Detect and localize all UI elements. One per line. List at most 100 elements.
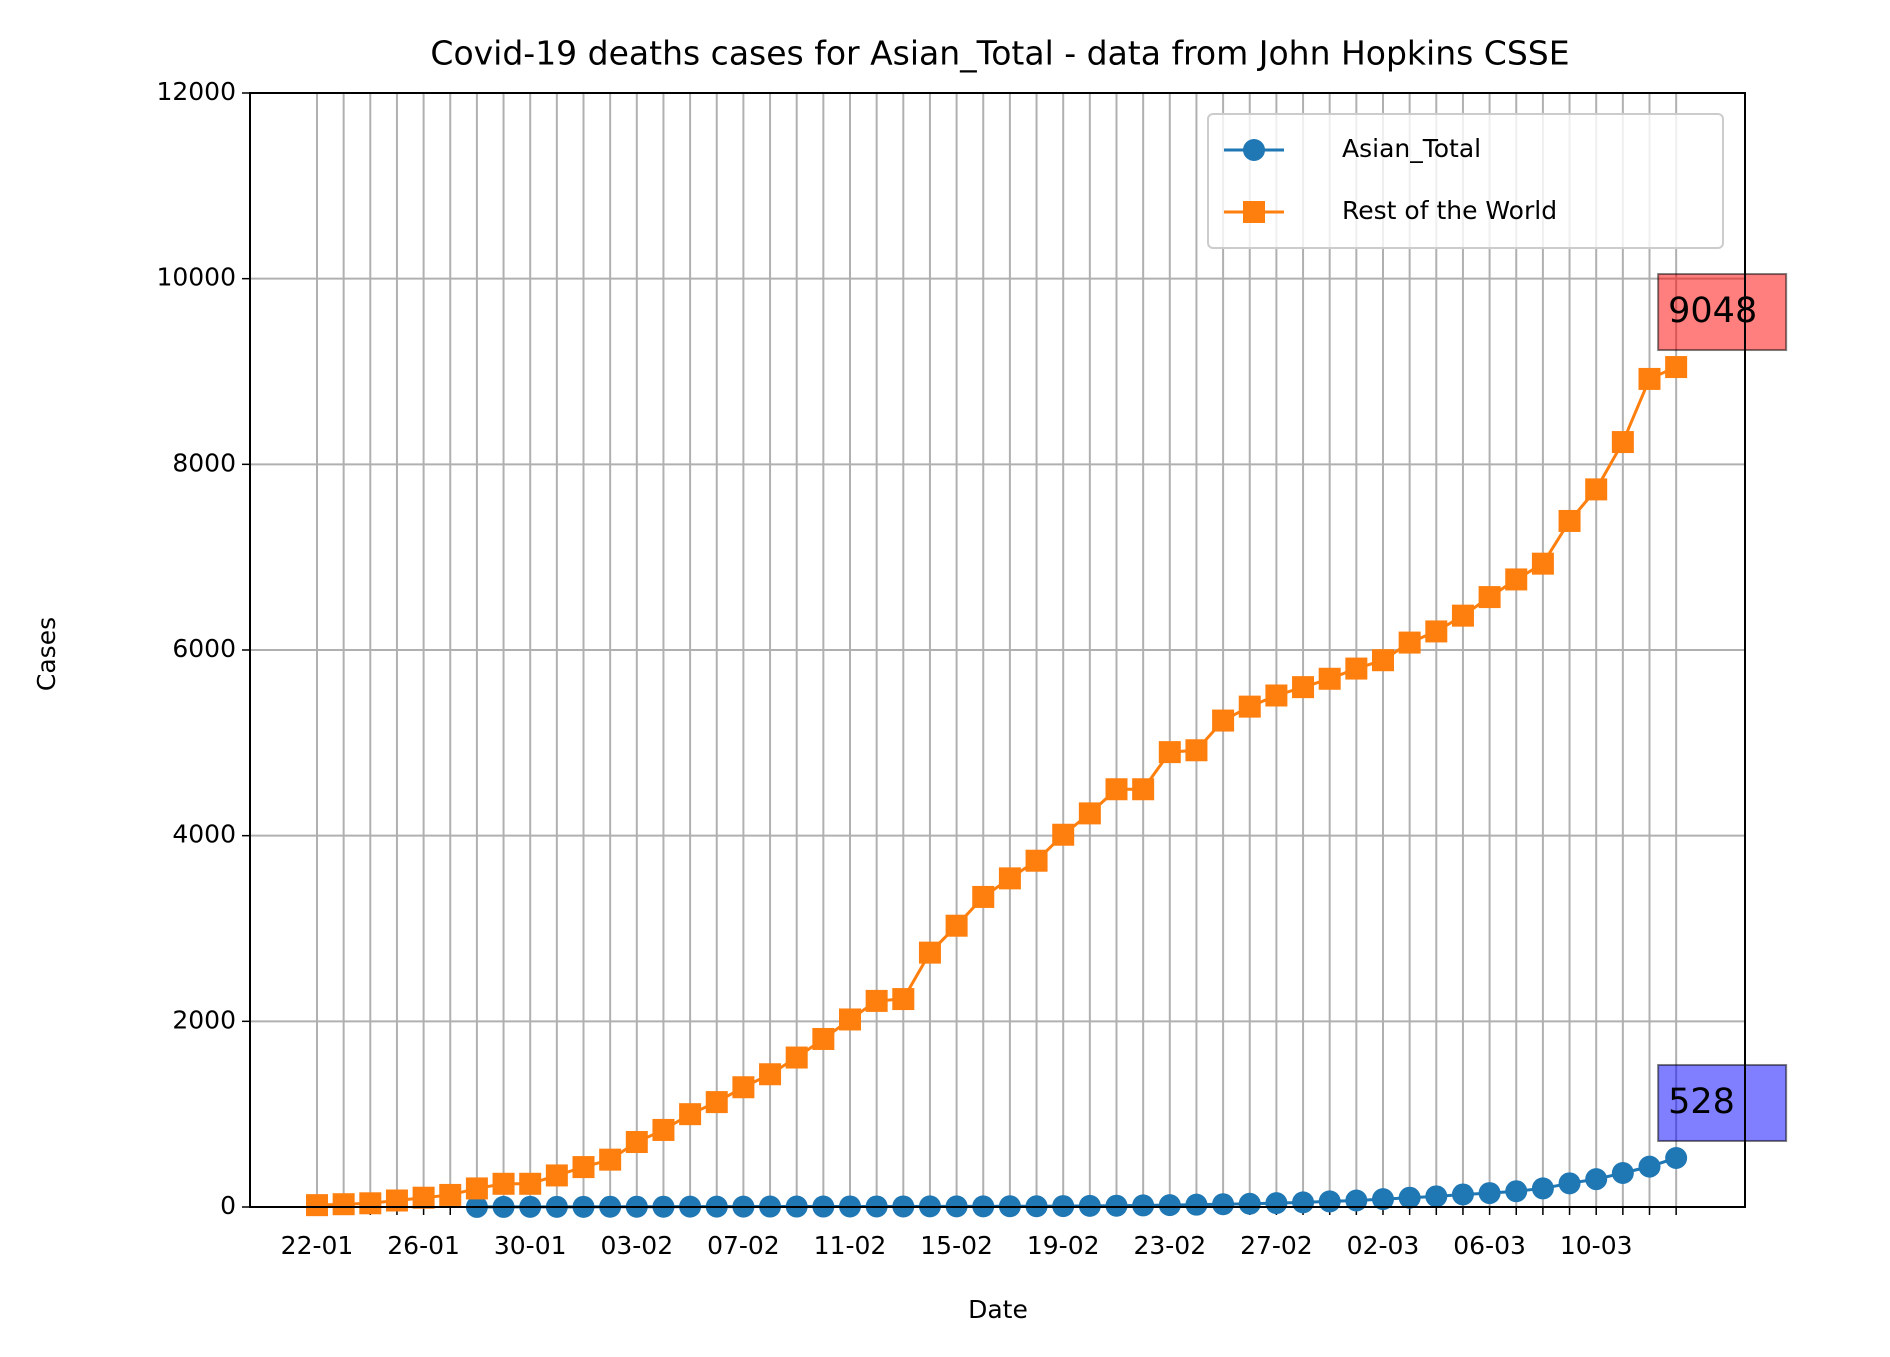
- data-point: [332, 1193, 355, 1216]
- data-point: [705, 1091, 728, 1114]
- data-point: [1158, 741, 1181, 764]
- data-point: [1531, 1177, 1554, 1200]
- data-point: [1531, 552, 1554, 575]
- data-point: [1451, 1183, 1474, 1206]
- data-point: [1505, 1180, 1528, 1203]
- series-line: [316, 365, 1677, 1207]
- data-point: [652, 1118, 675, 1141]
- legend-box: [1207, 113, 1724, 249]
- data-point: [359, 1192, 382, 1215]
- data-point: [812, 1027, 835, 1050]
- data-point: [412, 1186, 435, 1209]
- data-point: [1398, 631, 1421, 654]
- data-point: [1638, 1155, 1661, 1178]
- data-point: [1611, 1162, 1634, 1185]
- data-point: [1585, 1168, 1608, 1191]
- legend-marker: [1243, 201, 1265, 223]
- y-tick-label: 10000: [156, 263, 236, 292]
- data-point: [1398, 1186, 1421, 1209]
- data-point: [1292, 1191, 1315, 1214]
- data-point: [1238, 1192, 1261, 1215]
- x-tick-label: 30-01: [494, 1231, 567, 1260]
- x-tick-label: 22-01: [281, 1231, 354, 1260]
- x-tick-label: 07-02: [707, 1231, 780, 1260]
- x-tick-label: 06-03: [1453, 1231, 1526, 1260]
- annotation-box: [1657, 273, 1788, 352]
- data-point: [599, 1148, 622, 1171]
- data-point: [1345, 1189, 1368, 1212]
- data-point: [865, 989, 888, 1012]
- data-point: [1665, 1146, 1688, 1169]
- legend-label: Rest of the World: [1342, 196, 1557, 225]
- data-point: [892, 988, 915, 1011]
- data-point: [1185, 739, 1208, 762]
- y-tick-label: 6000: [172, 634, 236, 663]
- data-point: [1558, 509, 1581, 532]
- y-tick-label: 0: [220, 1191, 236, 1220]
- y-tick-label: 12000: [156, 77, 236, 106]
- x-tick-label: 10-03: [1560, 1231, 1633, 1260]
- data-point: [1318, 1190, 1341, 1213]
- data-point: [1078, 1194, 1101, 1217]
- data-point: [492, 1172, 515, 1195]
- data-point: [385, 1189, 408, 1212]
- plot-frame: [249, 92, 1746, 1208]
- data-point: [306, 1194, 328, 1217]
- data-point: [1212, 1193, 1235, 1216]
- data-point: [625, 1131, 648, 1154]
- data-point: [1105, 778, 1128, 801]
- data-point: [1025, 849, 1048, 872]
- data-point: [1078, 802, 1101, 825]
- legend-label: Asian_Total: [1342, 134, 1481, 163]
- data-point: [1265, 1192, 1288, 1215]
- data-point: [1318, 667, 1341, 690]
- data-point: [1158, 1194, 1181, 1217]
- legend-marker: [1243, 139, 1265, 161]
- x-tick-label: 11-02: [814, 1231, 887, 1260]
- x-tick-label: 23-02: [1133, 1231, 1206, 1260]
- data-point: [1105, 1194, 1128, 1217]
- data-point: [1611, 431, 1634, 454]
- annotation-box: [1657, 1063, 1788, 1142]
- data-point: [519, 1172, 542, 1195]
- data-point: [572, 1156, 595, 1179]
- data-point: [998, 867, 1021, 890]
- data-point: [732, 1076, 755, 1099]
- data-point: [1451, 604, 1474, 627]
- data-point: [945, 914, 968, 937]
- x-tick-label: 02-03: [1347, 1231, 1420, 1260]
- data-point: [465, 1177, 488, 1200]
- data-point: [1372, 649, 1394, 672]
- data-point: [1292, 676, 1315, 699]
- data-point: [679, 1103, 702, 1126]
- x-tick-label: 03-02: [600, 1231, 673, 1260]
- data-point: [1185, 1193, 1208, 1216]
- data-point: [972, 885, 995, 908]
- data-point: [1585, 478, 1608, 501]
- data-point: [1478, 1182, 1501, 1205]
- data-point: [1425, 1185, 1448, 1208]
- data-point: [1478, 586, 1501, 609]
- y-tick-label: 8000: [172, 448, 236, 477]
- data-point: [1372, 1188, 1394, 1211]
- data-point: [918, 941, 941, 964]
- data-point: [1052, 823, 1075, 846]
- data-point: [839, 1008, 861, 1031]
- data-point: [1505, 568, 1528, 591]
- x-tick-label: 26-01: [387, 1231, 460, 1260]
- annotation: 9048: [1668, 291, 1757, 331]
- y-tick-label: 2000: [172, 1005, 236, 1034]
- x-tick-label: 15-02: [920, 1231, 993, 1260]
- chart-title: Covid-19 deaths cases for Asian_Total - …: [430, 34, 1569, 73]
- data-point: [545, 1164, 568, 1187]
- data-point: [1265, 684, 1288, 707]
- data-point: [1212, 709, 1235, 732]
- x-axis-label: Date: [968, 1295, 1028, 1324]
- data-point: [1238, 695, 1261, 718]
- data-point: [1638, 367, 1661, 390]
- y-tick-label: 4000: [172, 820, 236, 849]
- data-point: [1132, 1194, 1155, 1217]
- data-point: [1425, 620, 1448, 643]
- data-point: [785, 1046, 808, 1069]
